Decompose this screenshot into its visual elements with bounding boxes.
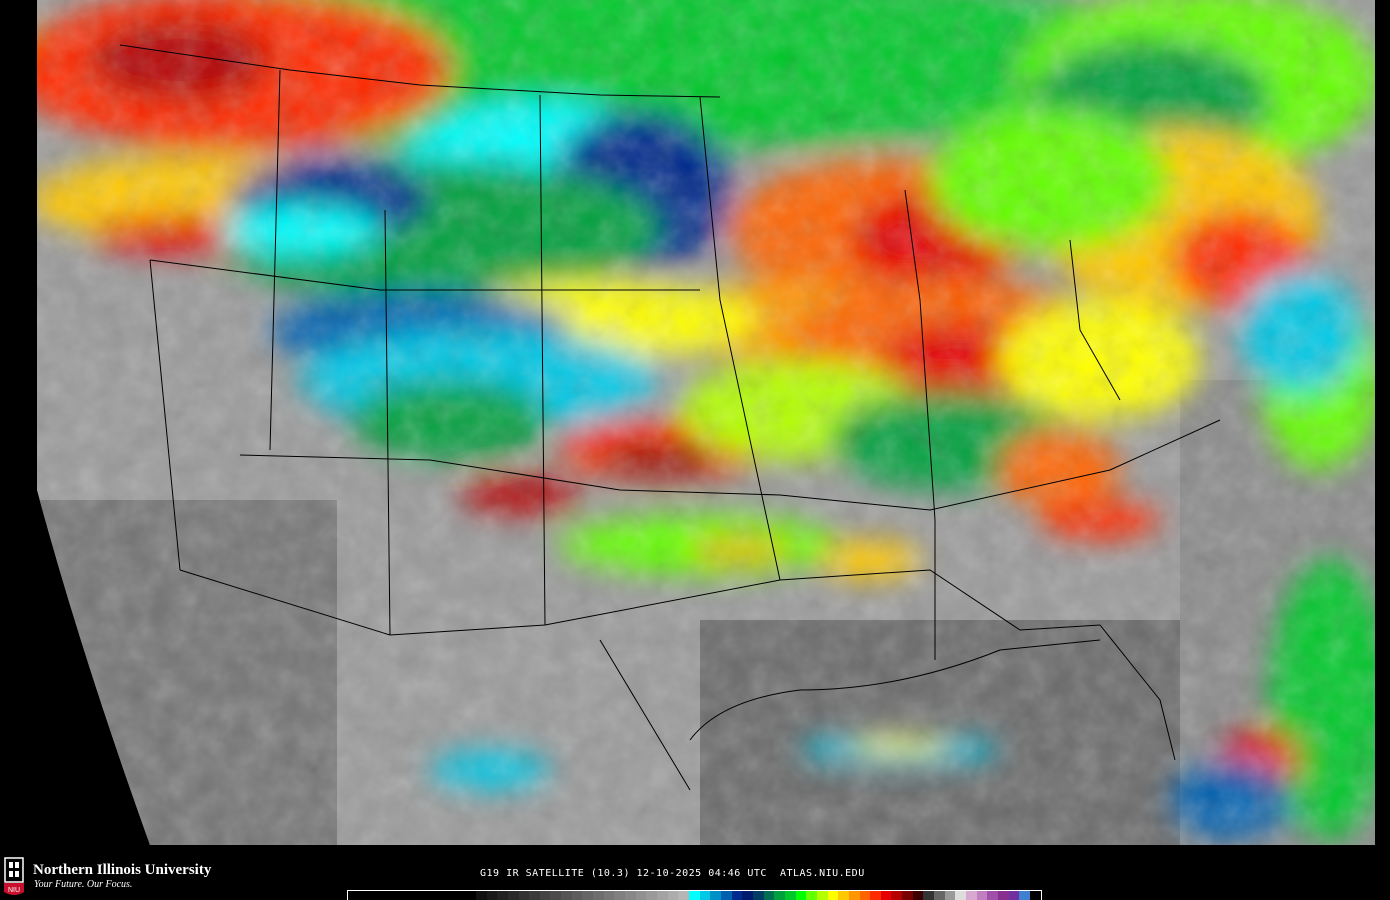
colorbar-swatch (507, 891, 519, 900)
colorbar-swatch (912, 891, 924, 900)
colorbar-swatch (603, 891, 615, 900)
colorbar-swatch (657, 891, 668, 900)
colorbar-swatch (763, 891, 775, 900)
colorbar-swatch (550, 891, 562, 900)
colorbar-swatch (593, 891, 604, 900)
colorbar-swatch (944, 891, 956, 900)
colorbar-swatch (369, 891, 380, 900)
colorbar-swatch (816, 891, 828, 900)
colorbar-swatch (667, 891, 679, 900)
colorbar-swatch (998, 891, 1009, 900)
svg-text:NIU: NIU (8, 887, 20, 894)
colorbar-swatch (678, 891, 689, 900)
colorbar-swatch (433, 891, 444, 900)
colorbar-swatch (529, 891, 540, 900)
colorbar-swatch (752, 891, 764, 900)
colorbar-swatch (838, 891, 849, 900)
colorbar-swatch (902, 891, 913, 900)
colorbar-swatch (934, 891, 945, 900)
colorbar-swatch (348, 891, 359, 900)
colorbar-swatch (401, 891, 412, 900)
colorbar-swatch (742, 891, 753, 900)
colorbar-swatch (614, 891, 626, 900)
colorbar-swatch (379, 891, 391, 900)
colorbar-swatch (539, 891, 551, 900)
colorbar-swatch (1019, 891, 1030, 900)
colorbar-swatch (518, 891, 530, 900)
colorbar-swatch (976, 891, 988, 900)
colorbar-swatch (710, 891, 721, 900)
colorbar-swatch (987, 891, 999, 900)
university-name: Northern Illinois University (33, 862, 212, 878)
colorbar-swatch (635, 891, 647, 900)
colorbar-swatch (806, 891, 817, 900)
colorbar-swatch (795, 891, 807, 900)
colorbar-swatch (422, 891, 434, 900)
colorbar-swatch (582, 891, 594, 900)
colorbar-swatch (625, 891, 636, 900)
colorbar-swatch (561, 891, 572, 900)
colorbar-swatch (465, 891, 476, 900)
colorbar-swatch (1030, 891, 1041, 900)
colorbar-swatch (784, 891, 796, 900)
colorbar-swatch (923, 891, 935, 900)
colorbar-swatch (443, 891, 455, 900)
colorbar-swatch (891, 891, 903, 900)
colorbar-swatch (1008, 891, 1020, 900)
colorbar-swatch (859, 891, 871, 900)
temperature-colorbar (347, 890, 1042, 900)
colorbar-swatch (497, 891, 508, 900)
colorbar-swatch (689, 891, 700, 900)
colorbar-swatch (646, 891, 658, 900)
colorbar-swatch (848, 891, 860, 900)
colorbar-swatch (699, 891, 711, 900)
colorbar-swatch (390, 891, 402, 900)
state-borders (119, 44, 1221, 791)
colorbar-swatch (358, 891, 370, 900)
colorbar-swatch (475, 891, 487, 900)
colorbar-swatch (720, 891, 732, 900)
niu-logo: NIU (4, 857, 24, 895)
colorbar-swatch (880, 891, 892, 900)
colorbar-swatch (571, 891, 583, 900)
colorbar-swatch (454, 891, 466, 900)
colorbar-swatch (486, 891, 498, 900)
satellite-map (37, 0, 1375, 845)
colorbar-swatch (870, 891, 881, 900)
colorbar-swatch (411, 891, 423, 900)
colorbar-swatch (774, 891, 785, 900)
texture (37, 0, 1375, 845)
colorbar-swatch (966, 891, 977, 900)
colorbar-swatch (827, 891, 839, 900)
colorbar-swatch (731, 891, 743, 900)
colorbar-swatch (955, 891, 967, 900)
image-caption: G19 IR SATELLITE (10.3) 12-10-2025 04:46… (480, 868, 865, 879)
university-tagline: Your Future. Our Focus. (34, 879, 133, 890)
